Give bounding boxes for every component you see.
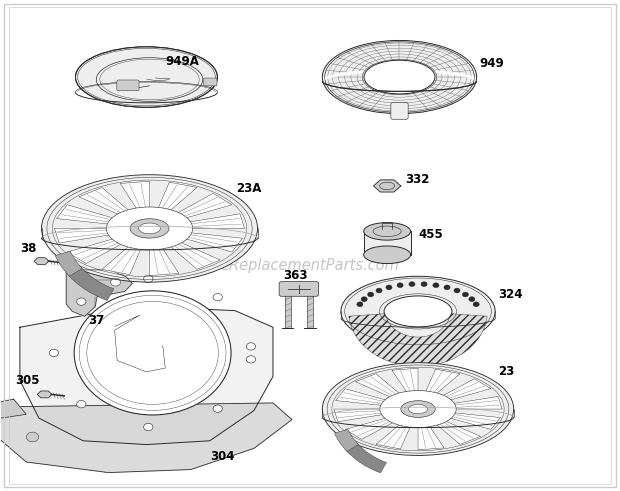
Circle shape: [213, 294, 223, 301]
Circle shape: [49, 349, 58, 356]
Circle shape: [77, 298, 86, 305]
Circle shape: [110, 278, 120, 286]
Circle shape: [376, 288, 382, 293]
Ellipse shape: [364, 60, 435, 94]
Text: 363: 363: [283, 269, 308, 282]
Circle shape: [246, 355, 255, 363]
Ellipse shape: [139, 223, 161, 234]
Bar: [364, 231, 410, 255]
Polygon shape: [188, 214, 244, 228]
Polygon shape: [0, 399, 26, 418]
Circle shape: [444, 285, 450, 290]
Polygon shape: [442, 379, 491, 400]
Ellipse shape: [364, 246, 410, 264]
Text: 23: 23: [498, 365, 515, 378]
Circle shape: [409, 282, 415, 287]
Ellipse shape: [42, 175, 257, 282]
Circle shape: [473, 302, 479, 307]
Wedge shape: [55, 251, 82, 276]
Polygon shape: [425, 369, 460, 394]
Polygon shape: [335, 389, 386, 406]
Polygon shape: [374, 180, 401, 192]
Polygon shape: [345, 418, 394, 439]
Ellipse shape: [380, 390, 456, 428]
Polygon shape: [34, 258, 49, 265]
Polygon shape: [66, 270, 132, 316]
Polygon shape: [149, 248, 179, 275]
Polygon shape: [436, 421, 480, 444]
Circle shape: [213, 405, 223, 412]
Circle shape: [386, 285, 392, 290]
Ellipse shape: [130, 219, 169, 238]
Ellipse shape: [401, 401, 435, 417]
Ellipse shape: [384, 296, 452, 327]
Ellipse shape: [76, 47, 218, 108]
FancyBboxPatch shape: [117, 80, 139, 91]
Polygon shape: [37, 391, 52, 398]
Text: 305: 305: [15, 374, 40, 387]
Text: 455: 455: [418, 228, 443, 241]
Ellipse shape: [322, 40, 477, 114]
Circle shape: [397, 283, 403, 288]
Polygon shape: [170, 242, 220, 270]
Circle shape: [144, 423, 153, 431]
Circle shape: [368, 292, 374, 297]
FancyBboxPatch shape: [391, 103, 408, 119]
Circle shape: [144, 275, 153, 282]
FancyBboxPatch shape: [203, 78, 217, 86]
Ellipse shape: [341, 276, 495, 347]
Bar: [285, 294, 291, 328]
Ellipse shape: [107, 207, 193, 250]
Polygon shape: [185, 233, 242, 252]
Polygon shape: [453, 396, 502, 409]
Polygon shape: [376, 424, 410, 449]
Polygon shape: [418, 426, 444, 450]
Text: 23A: 23A: [236, 182, 261, 195]
Circle shape: [463, 292, 469, 297]
Polygon shape: [0, 403, 292, 472]
Circle shape: [356, 302, 363, 307]
Text: 332: 332: [405, 173, 430, 187]
Polygon shape: [120, 181, 149, 209]
Polygon shape: [334, 409, 383, 422]
Bar: [308, 294, 312, 328]
Polygon shape: [55, 228, 110, 243]
Ellipse shape: [409, 405, 428, 414]
Wedge shape: [349, 314, 487, 366]
Circle shape: [77, 401, 86, 408]
Polygon shape: [158, 182, 197, 211]
Circle shape: [421, 282, 427, 287]
Circle shape: [469, 297, 475, 301]
Text: 949A: 949A: [165, 55, 199, 68]
Text: eReplacementParts.com: eReplacementParts.com: [221, 257, 399, 273]
Text: 37: 37: [88, 314, 104, 327]
Polygon shape: [56, 205, 114, 224]
Circle shape: [454, 288, 460, 293]
Circle shape: [433, 283, 439, 288]
Text: 949: 949: [480, 57, 505, 70]
Ellipse shape: [364, 222, 410, 240]
Polygon shape: [67, 239, 122, 264]
Ellipse shape: [322, 363, 514, 456]
Polygon shape: [102, 246, 141, 274]
Polygon shape: [177, 193, 232, 218]
Circle shape: [361, 297, 367, 301]
Circle shape: [27, 432, 38, 442]
Polygon shape: [79, 188, 129, 215]
Text: 304: 304: [210, 450, 234, 463]
Wedge shape: [334, 429, 358, 451]
Polygon shape: [450, 413, 500, 430]
Text: 324: 324: [498, 288, 523, 301]
Ellipse shape: [74, 291, 231, 415]
Polygon shape: [20, 306, 273, 444]
Wedge shape: [67, 267, 114, 300]
Wedge shape: [345, 443, 386, 473]
Text: 38: 38: [20, 243, 37, 255]
FancyBboxPatch shape: [279, 282, 319, 296]
Polygon shape: [355, 374, 400, 397]
Polygon shape: [392, 368, 418, 392]
Circle shape: [246, 343, 255, 350]
